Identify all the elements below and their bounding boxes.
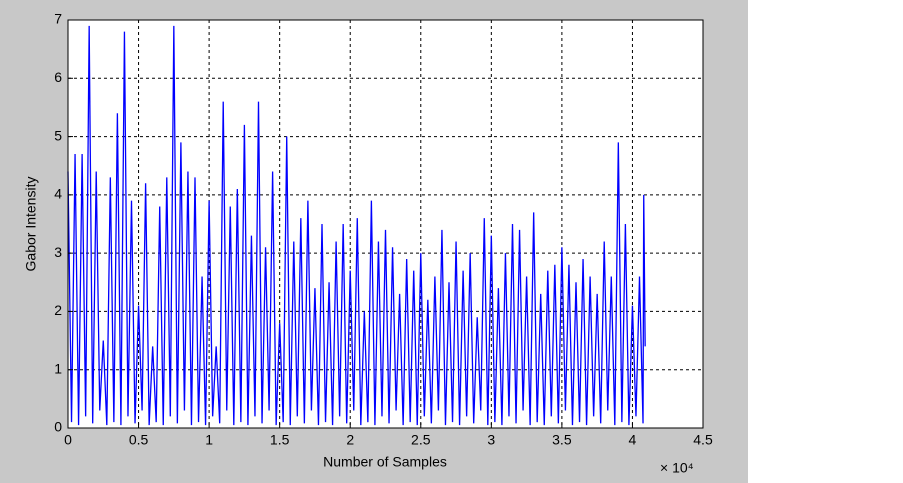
x-tick-label: 4 <box>629 432 637 448</box>
x-tick-label: 2.5 <box>411 432 431 448</box>
x-tick-label: 0 <box>64 432 72 448</box>
y-tick-label: 3 <box>54 244 62 260</box>
axes-frame <box>67 19 704 429</box>
x-tick-label: 1.5 <box>270 432 290 448</box>
x-tick-label: 3 <box>487 432 495 448</box>
y-tick-label: 4 <box>54 186 62 202</box>
x-multiplier: × 10⁴ <box>660 460 694 476</box>
x-tick-label: 4.5 <box>693 432 713 448</box>
x-tick-label: 1 <box>205 432 213 448</box>
x-tick-label: 0.5 <box>129 432 149 448</box>
x-tick-label: 2 <box>346 432 354 448</box>
y-tick-label: 6 <box>54 69 62 85</box>
signal-line <box>67 25 646 426</box>
y-tick-label: 5 <box>54 127 62 143</box>
plot <box>67 25 646 426</box>
y-tick-label: 1 <box>54 360 62 376</box>
y-tick-label: 2 <box>54 302 62 318</box>
y-tick-label: 7 <box>54 11 62 27</box>
x-tick-label: 3.5 <box>552 432 572 448</box>
y-axis-label: Gabor Intensity <box>23 177 39 272</box>
y-tick-label: 0 <box>54 419 62 435</box>
x-axis-label: Number of Samples <box>323 454 447 470</box>
axes-background <box>68 20 703 428</box>
